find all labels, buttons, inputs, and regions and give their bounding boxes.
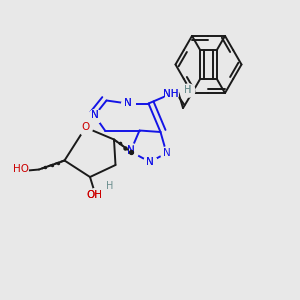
Text: H: H xyxy=(184,85,192,95)
Text: N: N xyxy=(127,146,134,157)
Text: H: H xyxy=(106,181,113,191)
Text: H: H xyxy=(184,85,192,95)
Text: N: N xyxy=(127,145,134,155)
Text: NH: NH xyxy=(163,89,179,100)
Text: N: N xyxy=(91,110,98,121)
Text: N: N xyxy=(146,157,154,167)
Text: NH: NH xyxy=(163,89,179,100)
Text: N: N xyxy=(124,98,131,109)
Text: N: N xyxy=(124,98,131,109)
Text: OH: OH xyxy=(86,190,103,200)
Text: N: N xyxy=(146,157,154,167)
Text: HO: HO xyxy=(13,164,29,175)
Text: N: N xyxy=(91,110,98,121)
Text: N: N xyxy=(163,148,170,158)
Text: O: O xyxy=(81,122,90,133)
Text: OH: OH xyxy=(86,190,103,200)
